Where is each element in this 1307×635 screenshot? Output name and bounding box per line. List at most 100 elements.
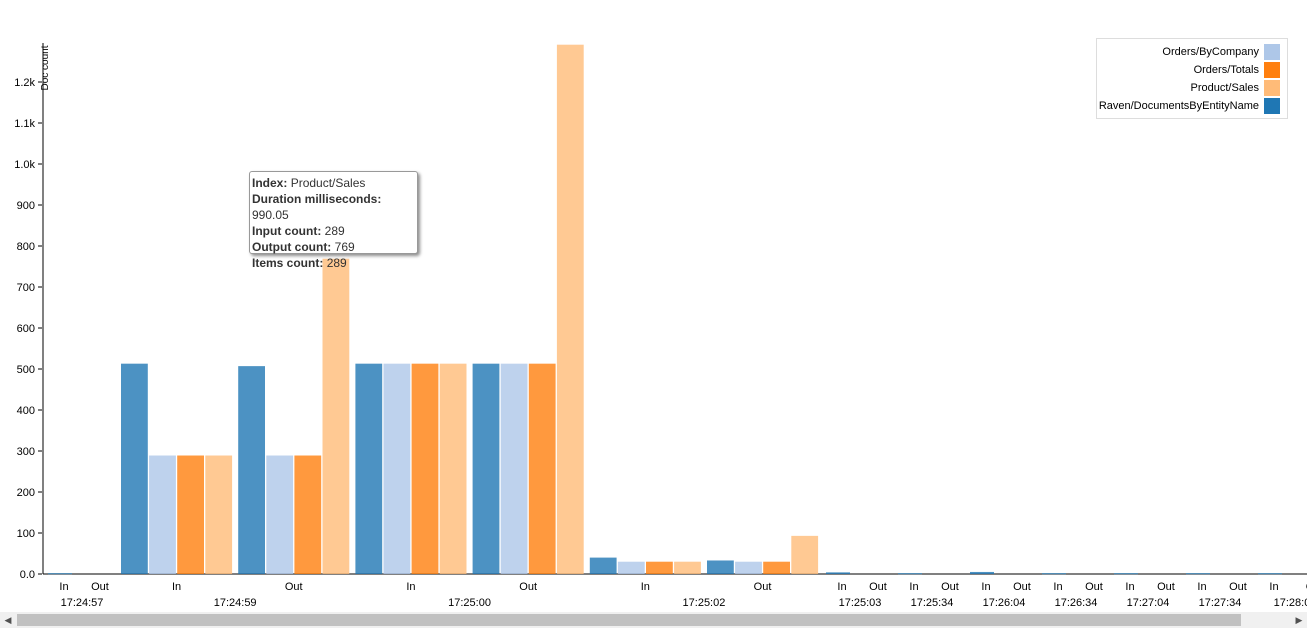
bar: [500, 363, 528, 574]
bar: [617, 561, 645, 574]
legend-item[interactable]: Product/Sales: [1191, 79, 1280, 97]
y-tick-label: 100: [17, 528, 35, 540]
bar: [898, 573, 922, 575]
x-group-label: O: [1306, 581, 1307, 593]
bar: [472, 363, 500, 574]
tooltip-key: Input count:: [252, 224, 322, 238]
bar: [121, 363, 148, 574]
y-tick-label: 400: [17, 405, 35, 417]
tooltip-key: Duration milliseconds:: [252, 192, 382, 206]
bar: [266, 455, 294, 574]
bar: [411, 363, 439, 574]
x-group-label: In: [641, 581, 650, 593]
x-group-label: Out: [1157, 581, 1175, 593]
bar-tooltip: Index: Product/Sales Duration millisecon…: [249, 171, 418, 270]
x-time-label: 17:24:57: [61, 597, 104, 609]
x-group-label: In: [1053, 581, 1062, 593]
legend: Orders/ByCompany Orders/Totals Product/S…: [1096, 38, 1288, 119]
x-time-label: 17:25:03: [839, 597, 882, 609]
y-tick-label: 800: [17, 241, 35, 253]
x-time-label: 17:27:04: [1127, 597, 1170, 609]
legend-label: Orders/ByCompany: [1162, 46, 1259, 58]
bar: [205, 455, 233, 574]
bar: [674, 561, 701, 574]
legend-label: Raven/DocumentsByEntityName: [1098, 100, 1259, 112]
y-tick-label: 1.0k: [14, 159, 35, 171]
x-time-label: 17:27:34: [1199, 597, 1242, 609]
bar: [48, 573, 72, 575]
x-group-label: In: [1269, 581, 1278, 593]
bar: [355, 363, 383, 574]
tooltip-duration-row: Duration milliseconds: 990.05: [252, 191, 415, 223]
x-group-label: In: [981, 581, 990, 593]
x-group-label: In: [59, 581, 68, 593]
legend-item[interactable]: Orders/Totals: [1194, 61, 1280, 79]
tooltip-items-row: Items count: 289: [252, 255, 415, 271]
y-tick-label: 200: [17, 487, 35, 499]
tooltip-input-row: Input count: 289: [252, 223, 415, 239]
bar: [383, 363, 411, 574]
x-group-label: Out: [754, 581, 772, 593]
bar: [439, 363, 467, 574]
bar: [646, 561, 673, 574]
bar: [177, 455, 204, 574]
x-group-label: In: [909, 581, 918, 593]
x-group-label: In: [172, 581, 181, 593]
bar: [826, 572, 850, 574]
tooltip-value: 289: [324, 224, 345, 238]
x-time-label: 17:26:34: [1055, 597, 1098, 609]
bar: [294, 455, 322, 574]
legend-item[interactable]: Raven/DocumentsByEntityName: [1099, 97, 1280, 115]
y-tick-label: 1.2k: [14, 77, 35, 89]
y-tick-label: 900: [17, 200, 35, 212]
x-time-label: 17:25:00: [448, 597, 491, 609]
x-group-label: Out: [869, 581, 887, 593]
x-group-label: Out: [519, 581, 537, 593]
legend-swatch: [1264, 44, 1280, 60]
x-group-label: Out: [91, 581, 109, 593]
x-time-label: 17:25:02: [683, 597, 726, 609]
tooltip-value: 990.05: [252, 208, 289, 222]
x-group-label: Out: [1013, 581, 1031, 593]
x-group-label: In: [406, 581, 415, 593]
legend-swatch: [1264, 98, 1280, 114]
x-group-label: Out: [285, 581, 303, 593]
tooltip-output-row: Output count: 769: [252, 239, 415, 255]
y-tick-label: 1.1k: [14, 118, 35, 130]
y-tick-label: 600: [17, 323, 35, 335]
bar: [791, 535, 819, 574]
bar: [970, 571, 994, 574]
x-group-label: In: [1197, 581, 1206, 593]
y-axis-title: Doc count: [40, 45, 51, 90]
tooltip-key: Items count:: [252, 256, 324, 270]
scrollbar-thumb[interactable]: [17, 614, 1241, 626]
bar: [556, 44, 584, 574]
y-tick-label: 700: [17, 282, 35, 294]
bar: [238, 366, 265, 574]
horizontal-scrollbar[interactable]: ◀ ▶: [0, 612, 1307, 628]
bar: [322, 258, 350, 574]
legend-swatch: [1264, 80, 1280, 96]
bar: [149, 455, 176, 574]
legend-item[interactable]: Orders/ByCompany: [1162, 43, 1280, 61]
scroll-right-arrow-icon[interactable]: ▶: [1295, 614, 1303, 625]
x-group-label: In: [837, 581, 846, 593]
x-time-label: 17:24:59: [214, 597, 257, 609]
tooltip-value: 769: [334, 240, 355, 254]
y-tick-label: 500: [17, 364, 35, 376]
bar: [763, 561, 790, 574]
bar-chart: 0.0 100 200 300 400 500 600 700 800 900 1.0k 1.1k 1.…: [14, 43, 1307, 609]
tooltip-index-row: Index: Product/Sales: [252, 175, 415, 191]
bar: [1258, 573, 1282, 575]
bar: [1114, 573, 1138, 575]
legend-label: Product/Sales: [1190, 82, 1259, 94]
tooltip-key: Index:: [252, 176, 288, 190]
x-time-label: 17:25:34: [911, 597, 954, 609]
bar: [1186, 573, 1210, 575]
legend-swatch: [1264, 62, 1280, 78]
legend-label: Orders/Totals: [1193, 64, 1259, 76]
bar: [707, 560, 734, 574]
x-group-label: Out: [941, 581, 959, 593]
bar: [528, 363, 556, 574]
scroll-left-arrow-icon[interactable]: ◀: [4, 614, 12, 625]
